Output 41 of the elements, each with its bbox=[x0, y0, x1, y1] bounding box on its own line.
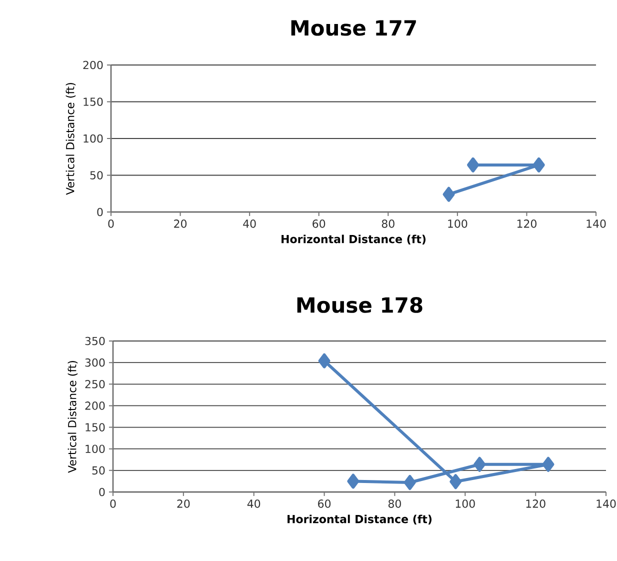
point bbox=[474, 456, 486, 472]
y-tick-label: 0 bbox=[97, 208, 103, 216]
y-tick-label: 100 bbox=[86, 444, 105, 454]
chart-title: Mouse 178 bbox=[297, 297, 422, 313]
point bbox=[404, 475, 416, 490]
y-axis-title: Vertical Distance (ft) bbox=[66, 83, 76, 195]
y-tick-label: 350 bbox=[85, 336, 105, 346]
y-tick-label: 250 bbox=[85, 380, 105, 388]
x-tick-label: 40 bbox=[243, 220, 256, 228]
x-tick-label: 60 bbox=[318, 500, 331, 508]
x-tick-label: 0 bbox=[108, 220, 114, 228]
x-tick-label: 20 bbox=[174, 220, 187, 228]
y-tick-label: 300 bbox=[85, 358, 105, 367]
point bbox=[347, 474, 360, 489]
y-tick-label: 100 bbox=[84, 134, 103, 143]
x-tick-label: 80 bbox=[382, 220, 394, 228]
x-tick-label: 140 bbox=[596, 500, 616, 508]
x-tick-label: 120 bbox=[526, 500, 546, 508]
x-tick-label: 140 bbox=[586, 220, 606, 228]
y-tick-label: 150 bbox=[86, 423, 105, 432]
chart-title: Mouse 177 bbox=[291, 20, 416, 36]
point bbox=[318, 353, 330, 368]
y-tick-label: 150 bbox=[84, 98, 103, 106]
x-tick-label: 60 bbox=[312, 220, 326, 228]
x-tick-label: 100 bbox=[456, 500, 475, 508]
y-tick-label: 200 bbox=[83, 60, 103, 70]
y-tick-label: 0 bbox=[99, 488, 105, 496]
x-tick-label: 0 bbox=[110, 500, 116, 508]
x-tick-label: 20 bbox=[177, 500, 190, 508]
y-axis-title: Vertical Distance (ft) bbox=[68, 361, 78, 473]
x-tick-label: 120 bbox=[517, 220, 536, 228]
x-tick-label: 40 bbox=[247, 500, 260, 508]
x-tick-label: 80 bbox=[388, 500, 401, 508]
x-tick-label: 100 bbox=[448, 220, 468, 228]
point bbox=[542, 456, 554, 472]
x-axis-title: Horizontal Distance (ft) bbox=[288, 514, 432, 525]
y-tick-label: 50 bbox=[90, 171, 103, 180]
x-axis-title: Horizontal Distance (ft) bbox=[282, 234, 426, 245]
point bbox=[450, 474, 462, 490]
y-tick-label: 50 bbox=[92, 466, 105, 475]
y-tick-label: 200 bbox=[85, 402, 105, 410]
